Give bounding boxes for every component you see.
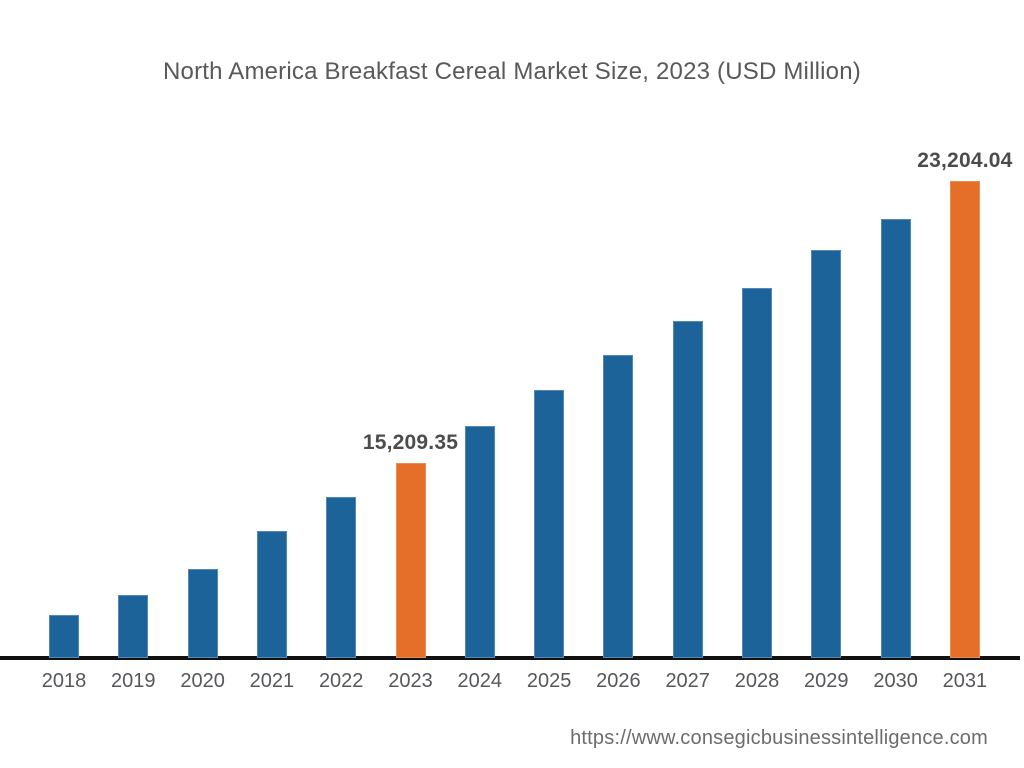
x-tick-2023: 2023	[388, 670, 433, 692]
x-tick-2025: 2025	[526, 670, 572, 692]
bar-2030	[880, 219, 911, 658]
x-tick-2022: 2022	[318, 670, 364, 692]
x-tick-2021: 2021	[249, 670, 295, 692]
x-tick-2026: 2026	[596, 670, 641, 692]
bar-2027	[672, 321, 703, 658]
x-axis-line	[0, 656, 1020, 660]
bar-2024	[464, 426, 495, 658]
bar-2018	[49, 615, 79, 658]
bar-2022	[326, 497, 357, 658]
value-label-2023: 15,209.35	[362, 431, 459, 454]
x-tick-2019: 2019	[111, 670, 156, 692]
x-tick-2031: 2031	[942, 670, 988, 692]
bar-2019	[118, 595, 149, 658]
bar-2020	[187, 569, 218, 658]
x-tick-2028: 2028	[734, 670, 780, 692]
x-tick-2020: 2020	[180, 670, 225, 692]
x-tick-2018: 2018	[41, 670, 87, 692]
bar-2023	[395, 463, 426, 658]
x-tick-2030: 2030	[873, 670, 918, 692]
value-label-2031: 23,204.04	[917, 149, 1013, 172]
chart-title: North America Breakfast Cereal Market Si…	[163, 58, 861, 85]
x-tick-2024: 2024	[457, 670, 503, 692]
source-url: https://www.consegicbusinessintelligence…	[570, 727, 988, 749]
bar-2028	[742, 288, 772, 658]
bar-2025	[534, 390, 565, 658]
bar-2029	[811, 250, 842, 658]
bar-2021	[256, 531, 287, 658]
bar-2031	[949, 181, 980, 658]
x-tick-2029: 2029	[804, 670, 849, 692]
x-tick-2027: 2027	[665, 670, 710, 692]
bar-2026	[603, 355, 634, 658]
